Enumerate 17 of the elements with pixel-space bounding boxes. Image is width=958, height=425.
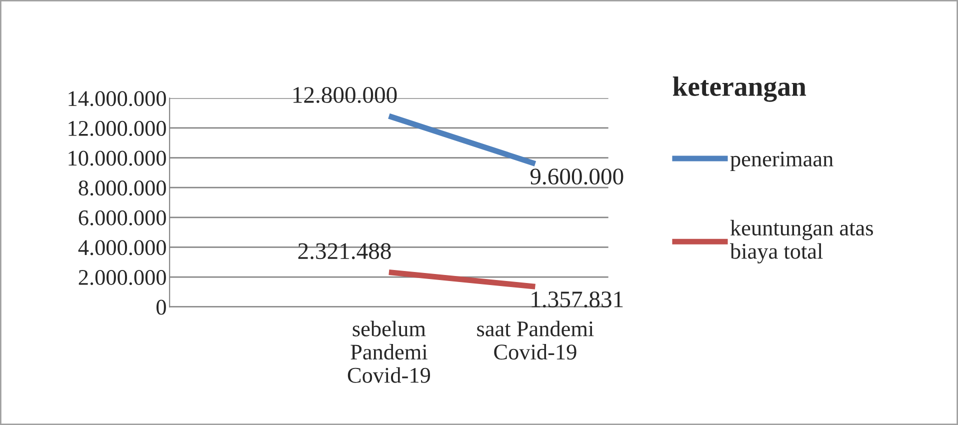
y-tick-label: 10.000.000: [68, 150, 166, 166]
y-tick-label: 14.000.000: [68, 91, 166, 106]
y-tick-label: 12.000.000: [68, 120, 166, 136]
y-tick-label: 6.000.000: [78, 210, 166, 226]
legend-title: keterangan: [672, 76, 806, 102]
legend-label: keuntungan atas biaya total: [730, 220, 873, 264]
data-label: 9.600.000: [530, 168, 624, 185]
y-tick-label: 8.000.000: [78, 180, 166, 196]
x-tick-label: sebelum Pandemi Covid-19: [348, 320, 430, 383]
y-tick-label: 2.000.000: [78, 270, 166, 286]
y-tick-label: 0: [156, 300, 166, 315]
y-tick-label: 4.000.000: [78, 240, 166, 256]
data-label: 1.357.831: [532, 291, 623, 308]
data-label: 2.321.488: [298, 243, 391, 260]
data-label: 12.800.000: [293, 87, 397, 104]
legend-label: penerimaan: [730, 152, 834, 172]
x-tick-label: saat Pandemi Covid-19: [477, 320, 594, 360]
